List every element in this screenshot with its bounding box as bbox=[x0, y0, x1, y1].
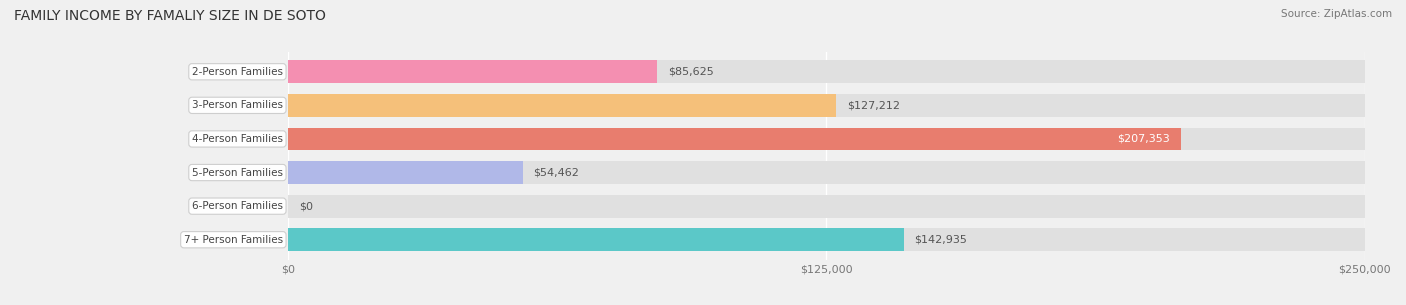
Text: $85,625: $85,625 bbox=[668, 67, 713, 77]
Bar bbox=[288, 94, 1365, 117]
Bar bbox=[288, 127, 1181, 150]
Text: FAMILY INCOME BY FAMALIY SIZE IN DE SOTO: FAMILY INCOME BY FAMALIY SIZE IN DE SOTO bbox=[14, 9, 326, 23]
Text: $54,462: $54,462 bbox=[533, 167, 579, 178]
Bar bbox=[288, 60, 657, 83]
Bar bbox=[288, 94, 837, 117]
Bar bbox=[288, 195, 1365, 217]
Text: 4-Person Families: 4-Person Families bbox=[191, 134, 283, 144]
Text: $142,935: $142,935 bbox=[914, 235, 967, 245]
Text: Source: ZipAtlas.com: Source: ZipAtlas.com bbox=[1281, 9, 1392, 19]
Bar bbox=[288, 127, 1365, 150]
Text: $207,353: $207,353 bbox=[1118, 134, 1170, 144]
Text: $0: $0 bbox=[299, 201, 314, 211]
Bar bbox=[288, 161, 1365, 184]
Text: 3-Person Families: 3-Person Families bbox=[191, 100, 283, 110]
Bar bbox=[288, 60, 1365, 83]
Bar bbox=[288, 161, 523, 184]
Text: 6-Person Families: 6-Person Families bbox=[191, 201, 283, 211]
Bar bbox=[288, 228, 904, 251]
Text: 5-Person Families: 5-Person Families bbox=[191, 167, 283, 178]
Text: 2-Person Families: 2-Person Families bbox=[191, 67, 283, 77]
Bar bbox=[288, 228, 1365, 251]
Text: 7+ Person Families: 7+ Person Families bbox=[184, 235, 283, 245]
Text: $127,212: $127,212 bbox=[846, 100, 900, 110]
